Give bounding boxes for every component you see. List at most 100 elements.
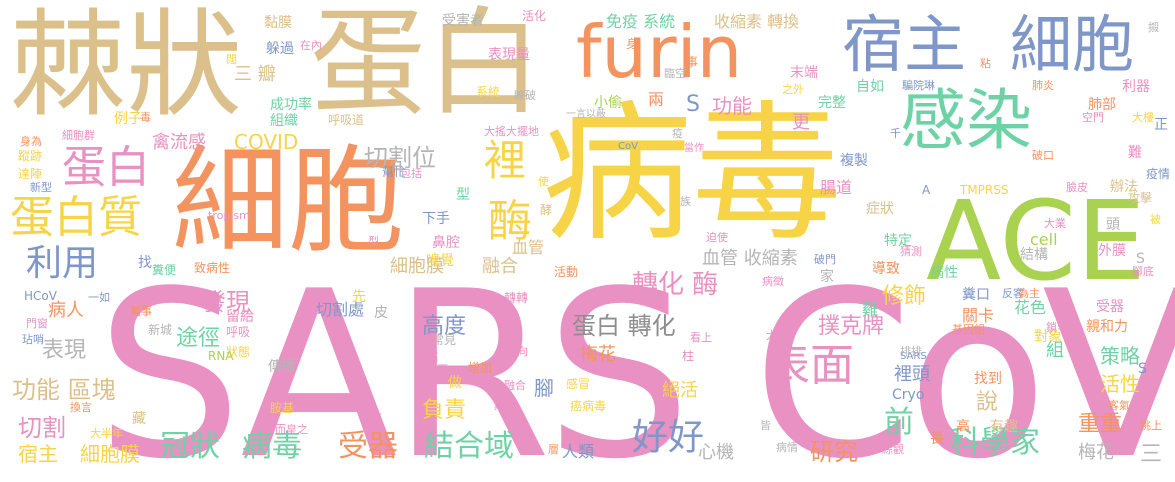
word: 肺炎 [1032, 79, 1054, 92]
word: 表現量 [488, 47, 530, 63]
word: 利用 [26, 243, 99, 284]
word: 呼吸 [226, 325, 251, 339]
word: 專挑 [360, 411, 382, 424]
word: 型 [368, 235, 379, 248]
word: 融合 [504, 379, 526, 392]
word: 狀態 [226, 345, 251, 359]
word: 家 [820, 269, 834, 285]
word: 肺部 [1088, 97, 1116, 113]
word: 猜測 [900, 245, 922, 258]
word: 花色 [1014, 298, 1047, 317]
word: 長 [930, 431, 944, 447]
word: 組 [1046, 340, 1064, 361]
word: 表現 [42, 338, 87, 363]
word: 大半年 [90, 427, 123, 440]
word: 做 [448, 375, 462, 391]
word: 兩 [648, 90, 665, 109]
word: 堂而皇之 [264, 423, 308, 436]
word: 包括 [400, 167, 422, 180]
word: 免疫 系統 [606, 12, 676, 31]
word: SARS CoV [96, 243, 1175, 482]
word: 客氣 [1108, 399, 1130, 412]
word: 成功率 [270, 97, 312, 113]
word: 梅花 [580, 344, 616, 365]
word: 新城 [148, 323, 173, 337]
word: 轉化 酶 [632, 270, 719, 300]
word: 細胞 [1010, 8, 1135, 81]
word: 利器 [1122, 79, 1150, 95]
word: 受害者 [442, 13, 484, 29]
word: 皮 [374, 305, 388, 321]
word: 雞 [862, 300, 879, 319]
word: 蛋白 [62, 142, 150, 193]
word: 宿主 [18, 442, 58, 466]
word: 禽流感 [152, 132, 206, 153]
word: 迫使 [706, 231, 728, 244]
word: 複製 [840, 153, 868, 169]
word: 融合 [482, 256, 518, 277]
word: 棘狀 [10, 0, 242, 133]
word: 皆 [760, 419, 771, 432]
word: 表面 [766, 340, 854, 391]
word: 頭 [1106, 217, 1120, 233]
word: cell [1030, 230, 1058, 249]
word: 排排 [900, 345, 922, 358]
word: 更 [792, 112, 810, 133]
word: 疫 [672, 127, 683, 140]
word: 致病性 [194, 261, 231, 275]
word: 關卡 [962, 306, 995, 325]
word: 特定 [884, 233, 912, 249]
word: 下手 [422, 211, 450, 227]
word: TMPRSS [960, 183, 1009, 197]
word: 裡 [484, 136, 527, 185]
word: 外膜 [1098, 243, 1126, 259]
word: SARS [900, 351, 927, 362]
word: 病性 [930, 265, 958, 281]
word: 糞便 [152, 263, 177, 277]
word: 活性 [1100, 372, 1140, 396]
word: 癌病毒 [570, 399, 607, 413]
word: 酵 [540, 203, 553, 217]
word: 攻擊 [1128, 191, 1153, 205]
word: 鼻腔 [432, 235, 460, 251]
word: 型 [456, 187, 470, 203]
word: 說 [976, 390, 999, 415]
word: 活化 [522, 9, 547, 23]
word: 腳 [534, 376, 554, 400]
word: 身為 [20, 135, 42, 148]
word: 負責 [422, 398, 467, 423]
word: 基因組 [952, 323, 985, 336]
word: 轉轉 [504, 291, 529, 305]
word: 一如 [88, 291, 110, 304]
word: 常見 [432, 333, 457, 347]
word: ACE [926, 177, 1146, 305]
word: 鎖毛狀 [1046, 321, 1079, 334]
word: RNA [208, 349, 234, 363]
word: 感染 [900, 82, 1032, 159]
word: 找到 [974, 371, 1002, 387]
word: 一言以蔽 [566, 109, 606, 120]
word: 切割 [18, 414, 66, 442]
word: 被 [1150, 213, 1161, 226]
word: 闊 [226, 53, 237, 66]
word: A [922, 183, 931, 197]
word: 冠狀 [160, 429, 220, 464]
word: 人類 [562, 442, 595, 461]
word: 活動 [554, 265, 579, 279]
word: 裡頭 [894, 364, 930, 385]
word: 細胞群 [62, 129, 95, 142]
word: 梅花 [1078, 442, 1114, 463]
word: 千 [890, 127, 901, 140]
word: 柱 [682, 349, 695, 363]
word: Cryo [892, 387, 925, 403]
word: HCoV [24, 289, 57, 303]
word: 藏 [132, 411, 146, 427]
word: 發現 [202, 288, 250, 316]
word: 毒 [140, 111, 151, 124]
word: 腳底 [1132, 265, 1154, 278]
word: 在內 [300, 39, 322, 52]
word: 騙院琳 [902, 79, 935, 92]
word: S [1136, 251, 1145, 267]
word: 例子 [114, 111, 142, 127]
